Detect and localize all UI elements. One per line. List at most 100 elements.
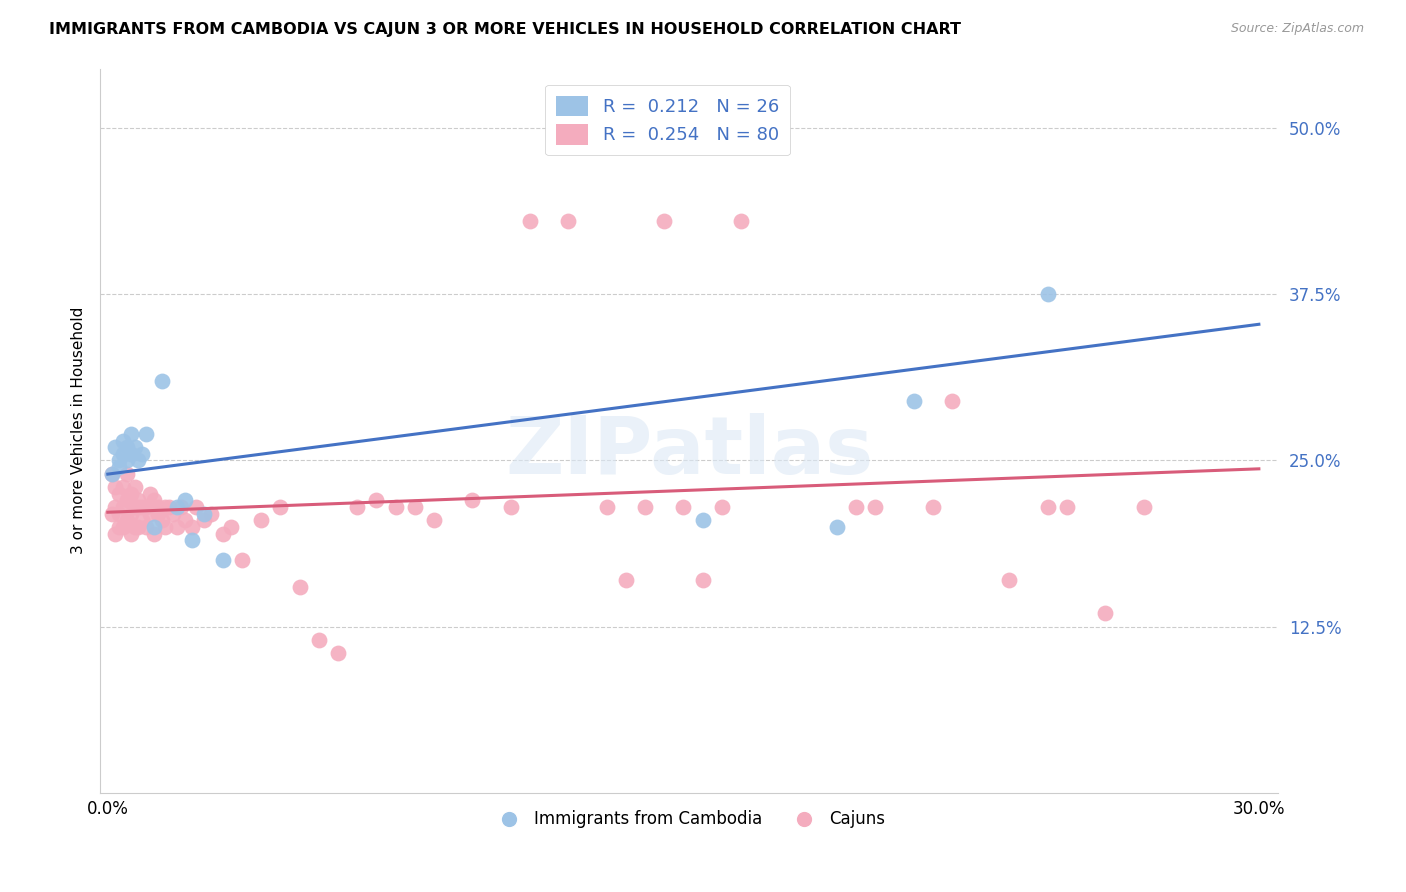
Text: IMMIGRANTS FROM CAMBODIA VS CAJUN 3 OR MORE VEHICLES IN HOUSEHOLD CORRELATION CH: IMMIGRANTS FROM CAMBODIA VS CAJUN 3 OR M… (49, 22, 962, 37)
Point (112, 434, 135, 448)
Point (112, 520, 135, 534)
Point (135, 426, 157, 441)
Point (120, 426, 142, 441)
Point (108, 486, 131, 500)
Point (139, 507, 162, 521)
Point (146, 500, 169, 514)
Point (212, 526, 235, 541)
Point (112, 480, 135, 494)
Point (104, 480, 127, 494)
Point (131, 500, 153, 514)
Point (288, 580, 311, 594)
Text: ZIPatlas: ZIPatlas (505, 413, 873, 491)
Point (173, 513, 195, 527)
Point (124, 500, 146, 514)
Point (108, 520, 131, 534)
Point (404, 500, 426, 514)
Point (212, 553, 235, 567)
Point (139, 486, 162, 500)
Point (112, 447, 135, 461)
Point (131, 447, 153, 461)
Point (692, 573, 714, 587)
Point (150, 374, 173, 388)
Point (200, 507, 222, 521)
Point (115, 493, 138, 508)
Point (135, 520, 157, 534)
Point (108, 453, 131, 467)
Point (112, 500, 135, 514)
Point (652, 214, 675, 228)
Point (346, 500, 368, 514)
Y-axis label: 3 or more Vehicles in Household: 3 or more Vehicles in Household (72, 307, 86, 554)
Point (519, 214, 541, 228)
Point (863, 500, 886, 514)
Point (115, 453, 138, 467)
Point (499, 500, 522, 514)
Point (100, 507, 122, 521)
Point (730, 214, 752, 228)
Legend: Immigrants from Cambodia, Cajuns: Immigrants from Cambodia, Cajuns (486, 804, 891, 835)
Point (135, 500, 157, 514)
Point (104, 440, 127, 454)
Point (366, 493, 388, 508)
Point (1056, 500, 1078, 514)
Point (710, 500, 733, 514)
Point (1036, 287, 1059, 301)
Point (120, 447, 142, 461)
Point (326, 646, 349, 660)
Point (557, 214, 579, 228)
Point (184, 500, 207, 514)
Point (115, 467, 138, 481)
Point (142, 526, 165, 541)
Point (128, 453, 150, 467)
Point (921, 500, 943, 514)
Point (193, 513, 215, 527)
Point (231, 553, 253, 567)
Point (142, 520, 165, 534)
Point (595, 500, 617, 514)
Point (461, 493, 484, 508)
Point (162, 507, 184, 521)
Point (124, 440, 146, 454)
Point (155, 520, 177, 534)
Point (181, 520, 204, 534)
Point (672, 500, 695, 514)
Point (825, 520, 848, 534)
Point (128, 493, 150, 508)
Point (115, 513, 138, 527)
Point (120, 486, 142, 500)
Point (384, 500, 406, 514)
Point (250, 513, 273, 527)
Point (1132, 500, 1154, 514)
Point (173, 493, 195, 508)
Point (120, 507, 142, 521)
Point (181, 533, 204, 548)
Point (120, 526, 142, 541)
Point (692, 513, 714, 527)
Point (100, 467, 122, 481)
Point (634, 500, 657, 514)
Point (104, 500, 127, 514)
Point (157, 500, 180, 514)
Point (142, 493, 165, 508)
Point (845, 500, 868, 514)
Point (124, 500, 146, 514)
Point (146, 507, 169, 521)
Point (155, 500, 177, 514)
Point (150, 513, 173, 527)
Point (768, 121, 790, 136)
Point (1094, 607, 1116, 621)
Point (166, 500, 188, 514)
Point (614, 573, 637, 587)
Point (941, 393, 963, 408)
Point (308, 632, 330, 647)
Text: Source: ZipAtlas.com: Source: ZipAtlas.com (1230, 22, 1364, 36)
Point (108, 460, 131, 475)
Point (124, 520, 146, 534)
Point (104, 526, 127, 541)
Point (124, 480, 146, 494)
Point (193, 507, 215, 521)
Point (903, 393, 925, 408)
Point (128, 520, 150, 534)
Point (100, 467, 122, 481)
